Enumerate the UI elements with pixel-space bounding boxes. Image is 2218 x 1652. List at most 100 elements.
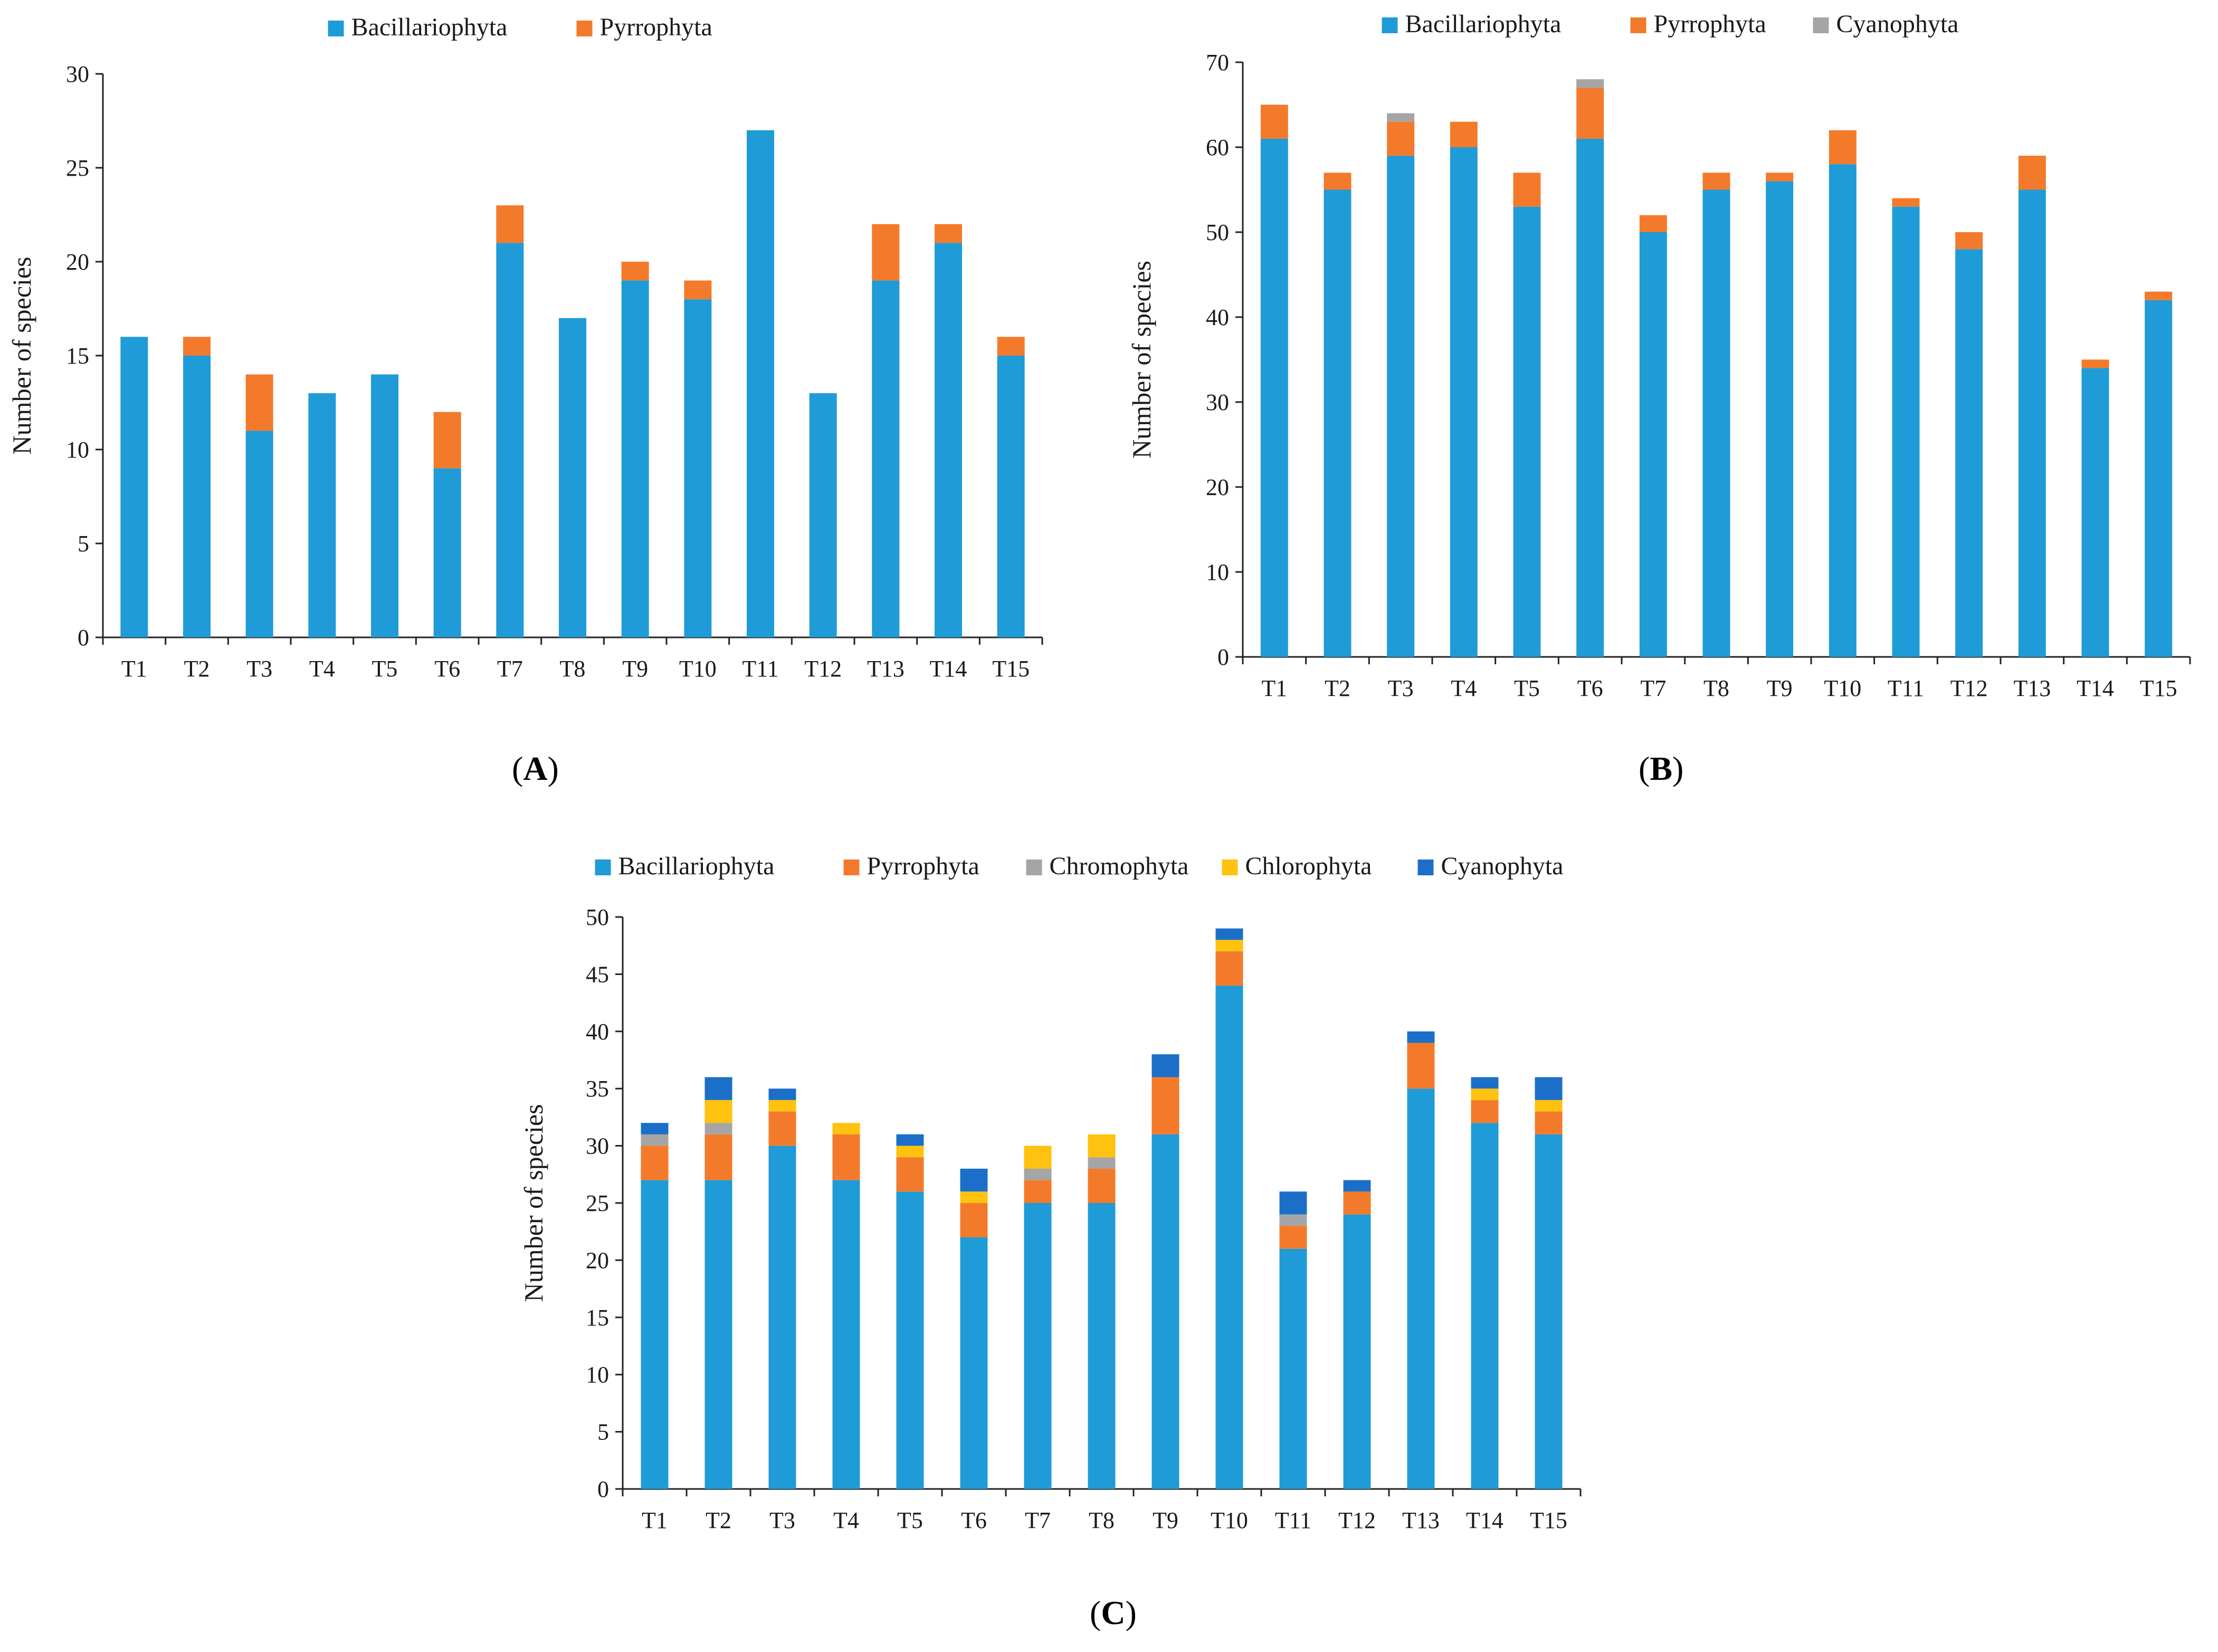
bar-a-t3-bacillariophyta: [245, 431, 273, 637]
y-tick-label: 45: [586, 961, 609, 987]
y-tick-label: 15: [66, 343, 89, 369]
x-tick-label: T4: [1451, 675, 1477, 701]
bar-a-t15-bacillariophyta: [997, 356, 1025, 637]
y-axis-title: Number of species: [7, 257, 36, 455]
bar-a-t12-bacillariophyta: [809, 393, 837, 637]
bar-c-t3-chlorophyta: [768, 1100, 796, 1112]
y-axis-title: Number of species: [1127, 261, 1156, 459]
chart-b-svg: Bacillariophyta Pyrrophyta Cyanophyta 0 10 20…: [1127, 10, 2191, 701]
y-tick-label: 0: [78, 625, 89, 651]
y-tick-label: 10: [1206, 559, 1229, 585]
caption-a: (A): [512, 750, 559, 787]
y-tick-label: 30: [1206, 389, 1229, 415]
caption-a-letter: A: [523, 750, 548, 787]
x-tick-label: T6: [961, 1507, 987, 1533]
legend-swatch-bacillariophyta: [328, 21, 344, 36]
bar-b-t11-bacillariophyta: [1892, 206, 1920, 657]
bar-c-t12-pyrrophyta: [1343, 1191, 1371, 1215]
bar-c-t5-bacillariophyta: [896, 1191, 924, 1489]
x-tick-label: T7: [1025, 1507, 1051, 1533]
bar-c-t13-cyanophyta: [1407, 1031, 1435, 1043]
x-tick-label: T9: [622, 656, 648, 682]
bar-a-t14-bacillariophyta: [935, 243, 962, 637]
bar-a-t2-pyrrophyta: [183, 337, 211, 356]
bar-a-t15-pyrrophyta: [997, 337, 1025, 356]
y-axis-title: Number of species: [519, 1104, 548, 1302]
bar-c-t10-cyanophyta: [1215, 928, 1243, 940]
bar-c-t8-chlorophyta: [1088, 1134, 1116, 1158]
x-tick-label: T15: [2140, 675, 2177, 701]
bar-c-t5-pyrrophyta: [896, 1157, 924, 1192]
x-tick-label: T1: [121, 656, 147, 682]
bar-b-t6-bacillariophyta: [1576, 138, 1604, 657]
chart-panel-c: Bacillariophyta Pyrrophyta Chromophyta Chlo…: [501, 823, 1715, 1604]
bar-c-t10-chlorophyta: [1215, 940, 1243, 952]
x-tick-label: T5: [897, 1507, 923, 1533]
x-tick-label: T10: [1211, 1507, 1248, 1533]
legend-label-chromophyta: Chromophyta: [1050, 852, 1189, 880]
bar-c-t1-cyanophyta: [641, 1123, 669, 1134]
legend-label-cyanophyta: Cyanophyta: [1836, 10, 1959, 38]
bar-c-t4-pyrrophyta: [832, 1134, 860, 1180]
legend-swatch-cyanophyta: [1417, 860, 1434, 875]
bar-b-t3-bacillariophyta: [1387, 156, 1415, 657]
bar-a-t13-bacillariophyta: [872, 280, 900, 637]
bar-b-t2-pyrrophyta: [1324, 173, 1351, 190]
bar-c-t2-pyrrophyta: [705, 1134, 732, 1180]
bar-a-t3-pyrrophyta: [245, 374, 273, 431]
legend-label-bacillariophyta: Bacillariophyta: [618, 852, 775, 880]
bar-c-t9-bacillariophyta: [1151, 1134, 1179, 1489]
bar-c-t2-cyanophyta: [705, 1077, 732, 1100]
bar-c-t14-chlorophyta: [1471, 1088, 1499, 1100]
bar-b-t1-pyrrophyta: [1260, 104, 1288, 139]
bar-c-t3-bacillariophyta: [768, 1145, 796, 1489]
caption-b: (B): [1639, 750, 1684, 787]
bar-c-t8-chromophyta: [1088, 1157, 1116, 1169]
x-tick-label: T4: [833, 1507, 859, 1533]
bar-c-t4-bacillariophyta: [832, 1180, 860, 1489]
bar-a-t8-bacillariophyta: [559, 318, 586, 637]
legend-label-pyrrophyta: Pyrrophyta: [1654, 10, 1766, 38]
bar-b-t5-pyrrophyta: [1513, 173, 1541, 207]
bar-c-t10-bacillariophyta: [1215, 986, 1243, 1489]
bar-b-t14-bacillariophyta: [2081, 368, 2109, 657]
bar-b-t1-bacillariophyta: [1260, 138, 1288, 657]
bar-b-t10-bacillariophyta: [1829, 164, 1857, 657]
bar-c-t14-cyanophyta: [1471, 1077, 1499, 1089]
y-tick-label: 30: [586, 1133, 609, 1159]
x-tick-label: T3: [246, 656, 272, 682]
bar-a-t11-bacillariophyta: [747, 130, 774, 638]
bar-c-t14-pyrrophyta: [1471, 1100, 1499, 1123]
y-tick-label: 10: [66, 437, 89, 463]
x-tick-label: T1: [1261, 675, 1287, 701]
x-tick-label: T11: [742, 656, 778, 682]
y-tick-label: 25: [66, 155, 89, 181]
chart-a-svg: Bacillariophyta Pyrrophyta 0 5 10 15 20 25 30 T1 T…: [7, 13, 1043, 682]
y-tick-label: 50: [1206, 219, 1229, 245]
bar-c-t7-pyrrophyta: [1024, 1180, 1052, 1203]
legend-label-pyrrophyta: Pyrrophyta: [600, 13, 712, 41]
bar-c-t11-cyanophyta: [1279, 1191, 1307, 1215]
x-tick-label: T13: [2013, 675, 2051, 701]
bar-a-t10-pyrrophyta: [684, 280, 712, 300]
bar-c-t1-chromophyta: [641, 1134, 669, 1146]
bar-a-t7-pyrrophyta: [496, 205, 524, 243]
bar-c-t2-chlorophyta: [705, 1100, 732, 1123]
bar-a-t13-pyrrophyta: [872, 224, 900, 281]
bar-c-t13-bacillariophyta: [1407, 1088, 1435, 1489]
y-tick-label: 20: [66, 249, 89, 275]
x-tick-label: T4: [309, 656, 335, 682]
bar-b-t14-pyrrophyta: [2081, 359, 2109, 368]
bar-b-t8-bacillariophyta: [1702, 189, 1730, 657]
x-tick-label: T10: [1824, 675, 1861, 701]
legend-swatch-cyanophyta: [1813, 17, 1829, 33]
bar-b-t9-pyrrophyta: [1766, 173, 1794, 182]
x-tick-label: T11: [1888, 675, 1924, 701]
bar-b-t12-bacillariophyta: [1955, 249, 1983, 657]
bar-c-t9-cyanophyta: [1151, 1054, 1179, 1077]
bar-a-t14-pyrrophyta: [935, 224, 962, 243]
x-tick-label: T3: [1388, 675, 1414, 701]
bar-a-t7-bacillariophyta: [496, 243, 524, 637]
chart-panel-b: Bacillariophyta Pyrrophyta Cyanophyta 0 10 20…: [1108, 0, 2218, 791]
bar-b-t3-cyanophyta: [1387, 113, 1415, 122]
